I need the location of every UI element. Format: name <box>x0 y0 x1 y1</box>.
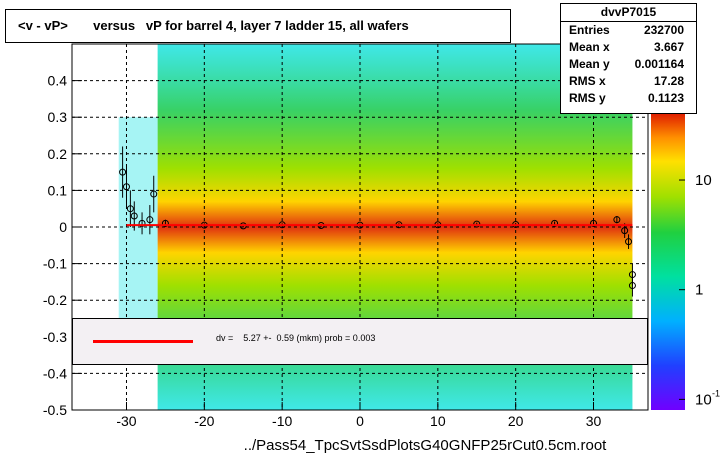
colorbar <box>651 114 685 410</box>
profile-point <box>130 212 138 220</box>
fit-legend: dv = 5.27 +- 0.59 (mkm) prob = 0.003 <box>72 318 648 365</box>
stats-row-rms-x: RMS x 17.28 <box>569 74 684 88</box>
profile-point <box>126 205 134 213</box>
profile-point <box>628 282 636 290</box>
y-tick-label: -0.4 <box>43 365 67 381</box>
profile-point <box>613 216 621 224</box>
stats-row-mean-x: Mean x 3.667 <box>569 40 684 54</box>
axes: -30 -20 -10 0 10 20 30 -0.5 -0.4 -0.3 -0.2 -0.1 0 0.1… <box>43 73 633 429</box>
y-tick-label: -0.5 <box>43 402 67 418</box>
y-tick-label: 0.1 <box>48 182 68 198</box>
profile-point <box>122 183 130 191</box>
y-tick-label: -0.2 <box>43 292 67 308</box>
profile-point <box>150 190 158 198</box>
colorbar-label: 1 <box>695 282 703 299</box>
x-tick-label: 10 <box>430 413 446 429</box>
x-tick-label: -10 <box>272 413 292 429</box>
y-tick-label: -0.1 <box>43 256 67 272</box>
profile-point <box>621 227 629 235</box>
y-tick-label: 0.4 <box>48 73 68 89</box>
y-tick-label: -0.3 <box>43 329 67 345</box>
y-tick-label: 0 <box>59 219 67 235</box>
profile-point <box>551 219 559 227</box>
profile-point <box>161 219 169 227</box>
stats-box: dvvP7015 Entries 232700 Mean x 3.667 Mean … <box>560 3 697 114</box>
colorbar-label: 10 <box>695 172 712 189</box>
x-tick-label: 20 <box>508 413 524 429</box>
y-tick-label: 0.3 <box>48 109 68 125</box>
colorbar-label-exponent: -1 <box>712 388 720 398</box>
profile-point <box>590 219 598 227</box>
x-tick-label: 0 <box>356 413 364 429</box>
stats-row-rms-y: RMS y 0.1123 <box>569 91 684 105</box>
stats-title: dvvP7015 <box>561 4 696 22</box>
x-tick-label: -20 <box>194 413 214 429</box>
profile-point <box>138 219 146 227</box>
profile-point <box>146 216 154 224</box>
profile-point <box>119 168 127 176</box>
stats-row-mean-y: Mean y 0.001164 <box>569 57 684 71</box>
y-tick-label: 0.2 <box>48 146 68 162</box>
profile-point <box>625 238 633 246</box>
file-name-footer: ../Pass54_TpcSvtSsdPlotsG40GNFP25rCut0.5… <box>244 437 607 454</box>
fit-legend-text: dv = 5.27 +- 0.59 (mkm) prob = 0.003 <box>216 333 376 343</box>
x-tick-label: -30 <box>116 413 136 429</box>
plot-title: <v - vP> versus vP for barrel 4, layer 7… <box>5 9 511 43</box>
fit-legend-line <box>93 340 193 343</box>
x-tick-label: 30 <box>586 413 602 429</box>
stats-row-entries: Entries 232700 <box>569 23 684 37</box>
colorbar-label: 10 <box>695 391 712 408</box>
